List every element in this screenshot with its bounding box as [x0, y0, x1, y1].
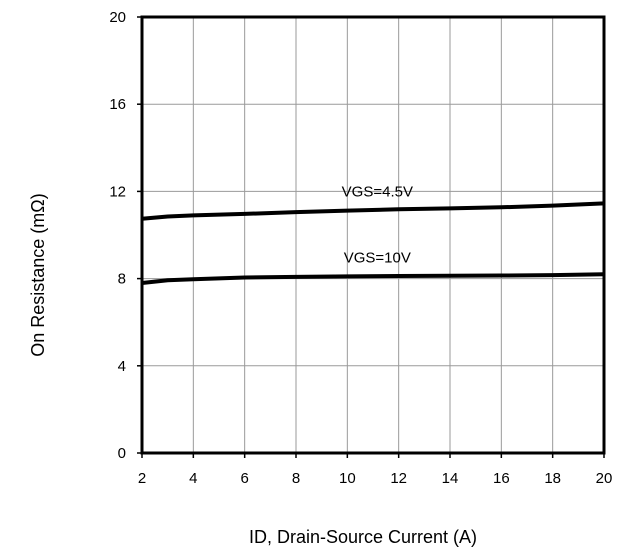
y-tick-label: 0 — [118, 445, 126, 462]
series-line — [141, 201, 605, 221]
x-tick-label: 10 — [339, 470, 356, 487]
y-tick-label: 20 — [109, 9, 126, 26]
series-annotations: VGS=4.5V VGS=10V — [342, 184, 413, 267]
y-tick-label: 8 — [118, 271, 126, 288]
y-tick-label: 12 — [109, 183, 126, 200]
x-tick-label: 4 — [189, 470, 197, 487]
x-tick-label: 14 — [442, 470, 459, 487]
x-axis-label: ID, Drain-Source Current (A) — [249, 527, 477, 547]
x-tick-label: 16 — [493, 470, 510, 487]
y-tick-labels: 0 4 8 12 16 20 — [109, 9, 142, 462]
x-tick-labels: 2 4 6 8 10 12 14 16 18 20 — [138, 453, 613, 487]
y-tick-label: 4 — [118, 358, 126, 375]
series-line — [141, 272, 605, 285]
series-label: VGS=4.5V — [342, 184, 413, 201]
x-tick-label: 8 — [292, 470, 300, 487]
x-tick-label: 12 — [390, 470, 407, 487]
y-axis-label: On Resistance (mΩ) — [28, 193, 48, 357]
x-tick-label: 6 — [240, 470, 248, 487]
x-tick-label: 20 — [596, 470, 613, 487]
y-tick-label: 16 — [109, 96, 126, 113]
series-lines — [141, 201, 605, 285]
x-tick-label: 18 — [544, 470, 561, 487]
plot-frame — [140, 15, 606, 455]
x-tick-label: 2 — [138, 470, 146, 487]
series-label: VGS=10V — [344, 249, 411, 266]
grid — [142, 17, 604, 453]
